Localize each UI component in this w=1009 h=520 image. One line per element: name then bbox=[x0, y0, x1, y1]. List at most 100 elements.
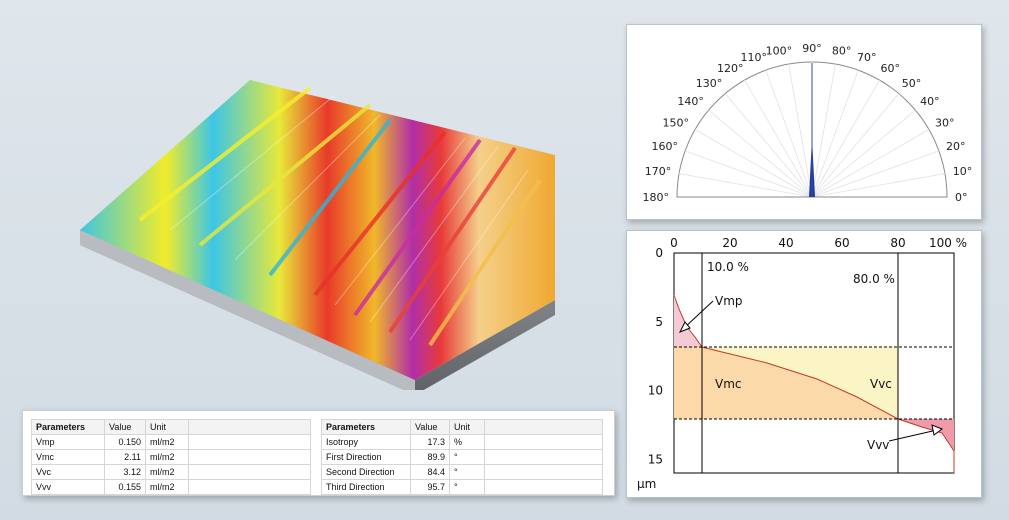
direction-polar-panel: 0° 10° 20° 30° 40° 50° 60° 70° 80° 90° 100° 110° 120… bbox=[626, 24, 982, 220]
unit-cell: ° bbox=[449, 479, 485, 495]
x-tick-label: 60 bbox=[834, 236, 849, 250]
unit-cell: ° bbox=[449, 464, 485, 480]
polar-spoke bbox=[811, 129, 930, 198]
table-row: Vvv 0.155 ml/m2 bbox=[31, 479, 311, 495]
vmp-label: Vmp bbox=[715, 294, 743, 308]
value-cell: 2.11 bbox=[104, 449, 146, 465]
material-ratio-panel: 0 20 40 60 80 100 % 0 5 10 15 µm 10.0 % 80.0 % V… bbox=[626, 230, 982, 498]
unit-cell: ml/m2 bbox=[145, 449, 189, 465]
vmp-region bbox=[674, 295, 702, 347]
polar-angle-label: 170° bbox=[645, 165, 672, 178]
x-tick-label: 0 bbox=[670, 236, 678, 250]
header-unit: Unit bbox=[449, 419, 485, 435]
table-row: Vvc 3.12 ml/m2 bbox=[31, 464, 311, 480]
value-cell: 17.3 bbox=[410, 434, 450, 450]
vvc-label: Vvc bbox=[870, 377, 892, 391]
polar-spoke bbox=[685, 150, 813, 198]
polar-angle-label: 100° bbox=[766, 44, 793, 57]
polar-spoke bbox=[811, 79, 880, 198]
polar-spoke bbox=[811, 70, 859, 198]
polar-spoke bbox=[708, 109, 813, 198]
param-cell: Isotropy bbox=[321, 434, 411, 450]
polar-chart: 0° 10° 20° 30° 40° 50°60° 70° 80° 90° 100°110°120… bbox=[643, 42, 973, 204]
value-cell: 89.9 bbox=[410, 449, 450, 465]
polar-angle-label: 50° bbox=[902, 77, 922, 90]
table-row: Third Direction 95.7 ° bbox=[321, 479, 603, 495]
material-ratio-chart: 0 20 40 60 80 100 % 0 5 10 15 µm 10.0 % 80.0 % V… bbox=[637, 236, 967, 491]
polar-angle-label: 0° bbox=[955, 191, 968, 204]
value-cell: 84.4 bbox=[410, 464, 450, 480]
polar-angle-label: 120° bbox=[717, 62, 744, 75]
volume-parameters-table: Parameters Value Unit Vmp 0.150 ml/m2 Vmc 2.… bbox=[31, 419, 311, 495]
polar-angle-label: 90° bbox=[802, 42, 822, 55]
param-cell: Vvv bbox=[31, 479, 105, 495]
vvv-region bbox=[898, 419, 954, 451]
polar-angle-label: 160° bbox=[651, 140, 678, 153]
header-parameters: Parameters bbox=[321, 419, 411, 435]
param-cell: First Direction bbox=[321, 449, 411, 465]
unit-cell: ml/m2 bbox=[145, 479, 189, 495]
vmc-region bbox=[674, 347, 898, 419]
table-row: First Direction 89.9 ° bbox=[321, 449, 603, 465]
y-tick-label: 10 bbox=[648, 384, 663, 398]
unit-cell: % bbox=[449, 434, 485, 450]
value-cell: 0.155 bbox=[104, 479, 146, 495]
polar-spoke bbox=[811, 93, 900, 198]
value-cell: 95.7 bbox=[410, 479, 450, 495]
polar-spoke bbox=[678, 173, 813, 198]
mr1-label: 10.0 % bbox=[707, 260, 749, 274]
param-cell: Third Direction bbox=[321, 479, 411, 495]
polar-angle-label: 20° bbox=[946, 140, 966, 153]
polar-spoke bbox=[744, 79, 813, 198]
vvv-label: Vvv bbox=[867, 438, 889, 452]
polar-angle-label: 130° bbox=[696, 77, 723, 90]
y-unit-label: µm bbox=[637, 477, 656, 491]
polar-angle-label: 10° bbox=[953, 165, 973, 178]
polar-angle-label: 180° bbox=[643, 191, 670, 204]
param-cell: Vmc bbox=[31, 449, 105, 465]
y-tick-label: 0 bbox=[655, 246, 663, 260]
y-tick-label: 15 bbox=[648, 452, 663, 466]
param-cell: Second Direction bbox=[321, 464, 411, 480]
x-tick-label: 100 % bbox=[929, 236, 967, 250]
polar-angle-label: 70° bbox=[857, 51, 877, 64]
parameters-panel: Parameters Value Unit Vmp 0.150 ml/m2 Vmc 2.… bbox=[22, 410, 615, 496]
header-value: Value bbox=[104, 419, 146, 435]
polar-spoke bbox=[694, 129, 813, 198]
polar-angle-label: 30° bbox=[935, 117, 955, 130]
polar-angle-label: 150° bbox=[662, 117, 689, 130]
polar-angle-label: 80° bbox=[832, 44, 852, 57]
unit-cell: ° bbox=[449, 449, 485, 465]
header-unit: Unit bbox=[145, 419, 189, 435]
unit-cell: ml/m2 bbox=[145, 464, 189, 480]
y-tick-label: 5 bbox=[655, 315, 663, 329]
value-cell: 3.12 bbox=[104, 464, 146, 480]
polar-spoke bbox=[788, 63, 813, 198]
mr2-label: 80.0 % bbox=[853, 272, 895, 286]
table-row: Vmp 0.150 ml/m2 bbox=[31, 434, 311, 450]
x-tick-label: 20 bbox=[722, 236, 737, 250]
surface-3d-image bbox=[80, 80, 555, 395]
x-tick-label: 80 bbox=[890, 236, 905, 250]
polar-angle-label: 110° bbox=[741, 51, 768, 64]
header-value: Value bbox=[410, 419, 450, 435]
polar-spoke bbox=[811, 63, 836, 198]
x-tick-label: 40 bbox=[778, 236, 793, 250]
param-cell: Vmp bbox=[31, 434, 105, 450]
polar-spoke bbox=[724, 93, 813, 198]
unit-cell: ml/m2 bbox=[145, 434, 189, 450]
polar-spoke bbox=[811, 173, 946, 198]
value-cell: 0.150 bbox=[104, 434, 146, 450]
table-row: Vmc 2.11 ml/m2 bbox=[31, 449, 311, 465]
vmc-label: Vmc bbox=[715, 377, 742, 391]
polar-angle-label: 140° bbox=[677, 95, 704, 108]
table-row: Second Direction 84.4 ° bbox=[321, 464, 603, 480]
texture-direction-table: Parameters Value Unit Isotropy 17.3% First… bbox=[321, 419, 603, 495]
param-cell: Vvc bbox=[31, 464, 105, 480]
header-parameters: Parameters bbox=[31, 419, 105, 435]
polar-angle-label: 60° bbox=[881, 62, 901, 75]
surface-3d-view bbox=[70, 60, 590, 395]
table-row: Isotropy 17.3% bbox=[321, 434, 603, 450]
polar-spoke bbox=[811, 109, 916, 198]
polar-spoke bbox=[765, 70, 813, 198]
